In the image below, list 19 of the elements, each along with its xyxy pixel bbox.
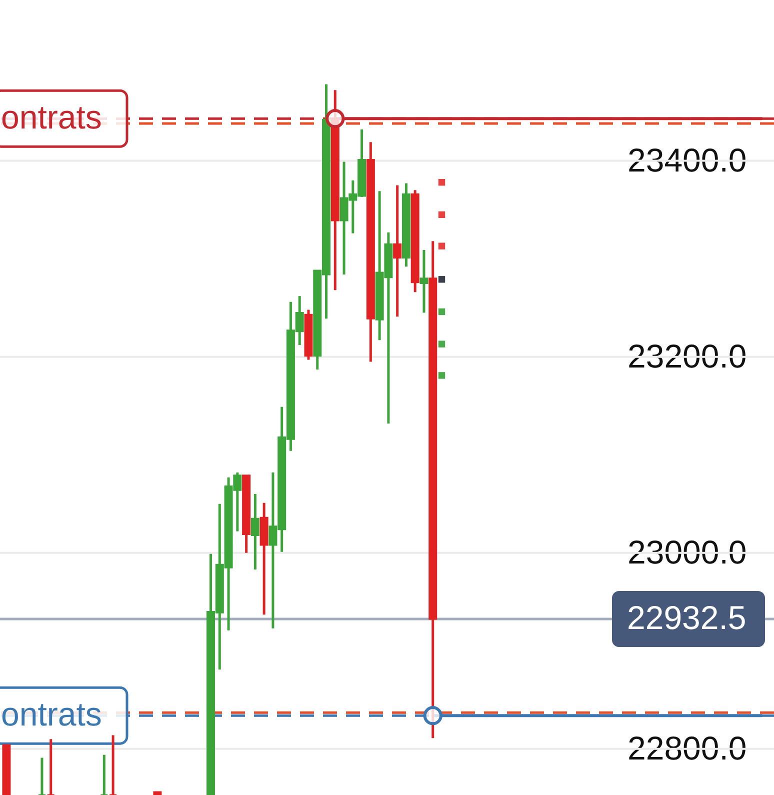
point xyxy=(423,706,442,726)
point xyxy=(438,340,446,348)
candlestick xyxy=(420,248,428,314)
point xyxy=(326,109,345,128)
candlestick xyxy=(38,756,46,795)
candlestick xyxy=(393,184,402,318)
candlestick xyxy=(250,492,260,571)
point xyxy=(438,308,446,316)
candlestick xyxy=(108,734,118,795)
ref-line-label: ontrats xyxy=(1,696,102,733)
ref-line-label: 22932.5 xyxy=(627,599,746,636)
point xyxy=(438,211,446,218)
point xyxy=(438,178,446,186)
candlestick xyxy=(100,754,108,795)
point xyxy=(438,242,446,250)
candlestick xyxy=(46,738,56,795)
point xyxy=(438,372,446,379)
ref-line-label: ontrats xyxy=(1,98,102,136)
point xyxy=(438,276,446,283)
